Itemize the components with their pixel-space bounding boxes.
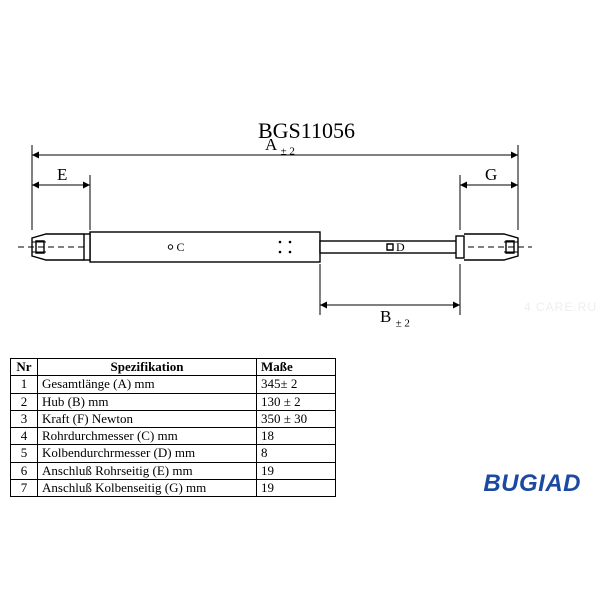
cell-spec: Anschluß Rohrseitig (E) mm bbox=[38, 462, 257, 479]
cell-masse: 8 bbox=[257, 445, 336, 462]
drawing-canvas: BGS11056 CD A ± 2 E G B ± 2 Nr Spezifika… bbox=[0, 0, 613, 613]
cell-masse: 19 bbox=[257, 462, 336, 479]
cell-spec: Hub (B) mm bbox=[38, 393, 257, 410]
cell-nr: 6 bbox=[11, 462, 38, 479]
table-row: 3Kraft (F) Newton350 ± 30 bbox=[11, 410, 336, 427]
col-masse: Maße bbox=[257, 359, 336, 376]
table-row: 7Anschluß Kolbenseitig (G) mm19 bbox=[11, 479, 336, 496]
svg-text:D: D bbox=[396, 240, 405, 254]
cell-nr: 3 bbox=[11, 410, 38, 427]
cell-nr: 2 bbox=[11, 393, 38, 410]
cell-masse: 18 bbox=[257, 428, 336, 445]
cell-spec: Kraft (F) Newton bbox=[38, 410, 257, 427]
dim-e-label: E bbox=[57, 165, 67, 185]
spec-table: Nr Spezifikation Maße 1Gesamtlänge (A) m… bbox=[10, 358, 336, 497]
cell-nr: 5 bbox=[11, 445, 38, 462]
svg-text:C: C bbox=[177, 240, 185, 254]
table-row: 1Gesamtlänge (A) mm345± 2 bbox=[11, 376, 336, 393]
dim-b-label: B ± 2 bbox=[380, 307, 410, 329]
cell-spec: Anschluß Kolbenseitig (G) mm bbox=[38, 479, 257, 496]
brand-logo: BUGIAD bbox=[483, 470, 581, 498]
cell-nr: 7 bbox=[11, 479, 38, 496]
cell-masse: 345± 2 bbox=[257, 376, 336, 393]
table-row: 4Rohrdurchmesser (C) mm18 bbox=[11, 428, 336, 445]
dim-a-label: A ± 2 bbox=[265, 135, 295, 157]
table-header-row: Nr Spezifikation Maße bbox=[11, 359, 336, 376]
cell-spec: Kolbendurchrmesser (D) mm bbox=[38, 445, 257, 462]
cell-nr: 1 bbox=[11, 376, 38, 393]
watermark: 4 CARE.RU bbox=[524, 300, 597, 314]
col-spec: Spezifikation bbox=[38, 359, 257, 376]
cell-masse: 350 ± 30 bbox=[257, 410, 336, 427]
col-nr: Nr bbox=[11, 359, 38, 376]
cell-nr: 4 bbox=[11, 428, 38, 445]
cell-masse: 130 ± 2 bbox=[257, 393, 336, 410]
gas-spring-drawing: CD bbox=[0, 0, 613, 613]
cell-spec: Rohrdurchmesser (C) mm bbox=[38, 428, 257, 445]
table-row: 2Hub (B) mm130 ± 2 bbox=[11, 393, 336, 410]
table-row: 5Kolbendurchrmesser (D) mm8 bbox=[11, 445, 336, 462]
cell-spec: Gesamtlänge (A) mm bbox=[38, 376, 257, 393]
cell-masse: 19 bbox=[257, 479, 336, 496]
table-row: 6Anschluß Rohrseitig (E) mm19 bbox=[11, 462, 336, 479]
dim-g-label: G bbox=[485, 165, 497, 185]
